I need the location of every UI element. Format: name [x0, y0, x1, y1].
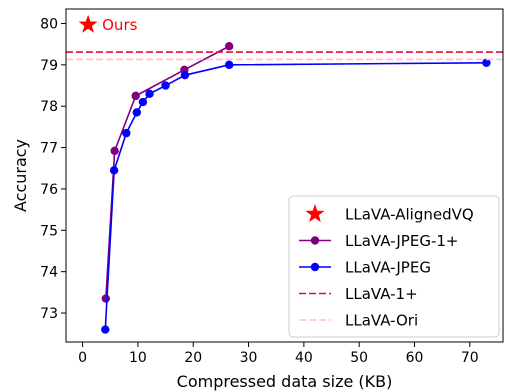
- y-tick-label: 76: [40, 182, 58, 198]
- series-llava-jpeg-point: [122, 128, 131, 138]
- series-llava-jpeg-point: [101, 325, 110, 334]
- legend-box: [288, 195, 500, 338]
- x-tick-label: 50: [350, 350, 368, 366]
- annotation-label: Ours: [102, 16, 137, 34]
- y-tick-label: 75: [40, 223, 58, 239]
- series-llava-jpeg-point: [180, 70, 190, 80]
- series-llava-jpeg-point: [138, 97, 148, 107]
- x-tick-label: 0: [78, 350, 87, 366]
- legend-llava-jpeg-1--label: LLaVA-JPEG-1+: [345, 232, 458, 250]
- legend-llava-jpeg-marker: [310, 262, 320, 272]
- y-tick-label: 80: [40, 16, 58, 32]
- plot-frame: [65, 8, 504, 343]
- legend-llava-alignedvq-star: [305, 204, 325, 223]
- series-llava-jpeg-point: [109, 166, 119, 175]
- y-axis-label: Accuracy: [11, 139, 30, 212]
- x-tick-label: 40: [295, 350, 313, 366]
- legend: LLaVA-AlignedVQ LLaVA-JPEG-1+ LLaVA-JPEG LL…: [288, 195, 500, 338]
- series-group: [66, 14, 503, 334]
- legend-llava-alignedvq-label: LLaVA-AlignedVQ: [345, 206, 474, 224]
- legend-llava-ori-label: LLaVA-Ori: [345, 312, 418, 330]
- series-llava-jpeg-point: [132, 108, 142, 117]
- x-tick-label: 70: [461, 350, 479, 366]
- y-tick-label: 79: [40, 58, 58, 74]
- x-tick-label: 20: [184, 350, 202, 366]
- y-tick-label: 73: [40, 306, 58, 322]
- y-tick-label: 78: [40, 99, 58, 115]
- x-tick-label: 10: [129, 350, 147, 366]
- series-llava-jpeg-1--point: [131, 91, 140, 101]
- y-tick-label: 74: [40, 265, 58, 281]
- series-llava-jpeg-point: [161, 81, 170, 90]
- series-llava-jpeg-1--point: [101, 294, 111, 303]
- series-llava-jpeg-1--point: [224, 42, 234, 51]
- legend-llava-jpeg-1--marker: [310, 236, 320, 245]
- legend-llava-jpeg-label: LLaVA-JPEG: [345, 259, 431, 277]
- series-llava-jpeg-point: [145, 89, 154, 99]
- series-llava-alignedvq-star: [78, 14, 98, 33]
- series-llava-jpeg-point: [482, 58, 491, 67]
- series-llava-jpeg-1--point: [110, 146, 119, 156]
- x-axis-label: Compressed data size (KB): [177, 372, 393, 391]
- series-llava-jpeg-point: [224, 60, 234, 70]
- x-tick-label: 60: [406, 350, 424, 366]
- y-tick-label: 77: [40, 141, 58, 157]
- x-tick-label: 30: [240, 350, 258, 366]
- series-llava-jpeg-line: [104, 61, 487, 330]
- axes: 0 10 20 30 40 50 60 70 73 74 75 76 77 78 79 80 Compresse…: [11, 8, 504, 391]
- plot-area: Ours: [66, 14, 503, 334]
- legend-llava-1--label: LLaVA-1+: [345, 285, 418, 303]
